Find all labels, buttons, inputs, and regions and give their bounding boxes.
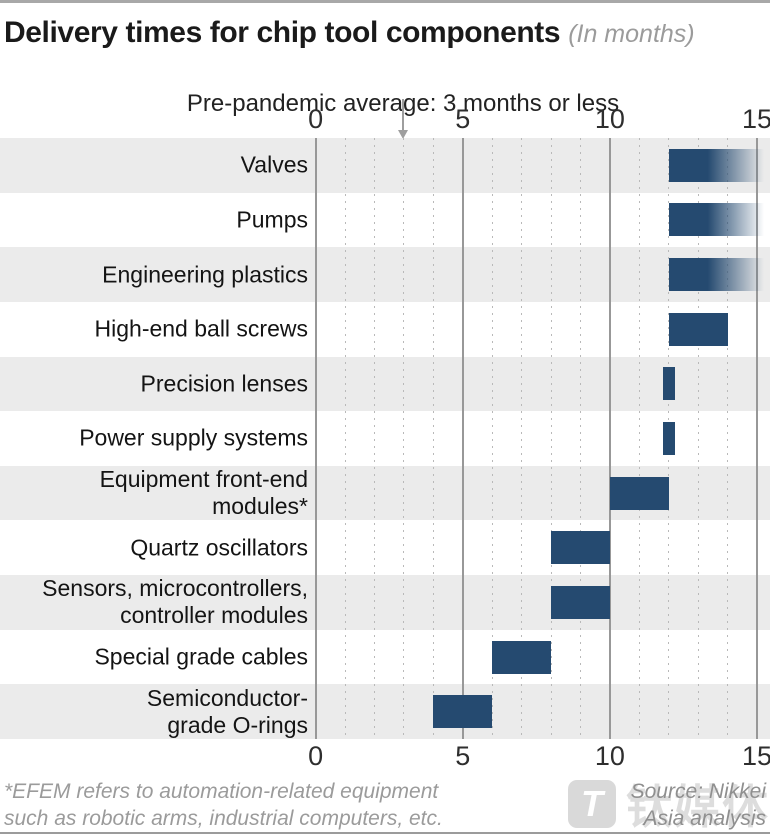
major-gridline [756, 138, 758, 739]
range-bar [668, 258, 766, 292]
range-bar [668, 312, 728, 346]
category-row: Valves [0, 138, 770, 193]
category-label: Pumps [236, 206, 308, 233]
minor-gridline [579, 138, 581, 739]
axis-tick-label: 15 [741, 741, 770, 771]
category-label: High-end ball screws [94, 315, 308, 342]
range-bar [668, 203, 766, 237]
major-gridline [608, 138, 611, 739]
title-units-note: (In months) [568, 20, 695, 48]
category-label: Valves [240, 151, 308, 178]
footnote: *EFEM refers to automation-related equip… [4, 780, 443, 830]
category-row: Power supply systems [0, 411, 770, 466]
axis-tick-label: 15 [741, 104, 770, 134]
range-bar [551, 531, 610, 565]
range-bar [662, 422, 675, 455]
major-gridline [461, 138, 464, 739]
category-label: Precision lenses [140, 370, 308, 397]
category-label: Semiconductor- grade O-rings [146, 684, 308, 738]
minor-gridline [432, 138, 434, 739]
page-title: Delivery times for chip tool components [4, 16, 561, 49]
minor-gridline [638, 138, 640, 739]
category-label: Special grade cables [94, 643, 308, 670]
minor-gridline [697, 138, 699, 739]
category-label: Quartz oscillators [130, 534, 308, 561]
category-row: Sensors, microcontrollers, controller mo… [0, 575, 770, 630]
top-border-rule [0, 0, 770, 3]
annotation-arrow-icon [398, 130, 408, 139]
minor-gridline [521, 138, 523, 739]
minor-gridline [727, 138, 729, 739]
range-bar [668, 148, 766, 182]
category-row: Semiconductor- grade O-rings [0, 684, 770, 739]
category-label: Sensors, microcontrollers, controller mo… [42, 575, 308, 629]
minor-gridline [491, 138, 493, 739]
category-row: High-end ball screws [0, 302, 770, 357]
major-gridline [314, 138, 317, 739]
minor-gridline [344, 138, 346, 739]
range-bar [551, 585, 610, 619]
category-row: Quartz oscillators [0, 520, 770, 575]
minor-gridline [550, 138, 552, 739]
category-row: Pumps [0, 193, 770, 248]
minor-gridline [374, 138, 376, 739]
axis-tick-label: 0 [308, 741, 324, 771]
range-bar [609, 476, 669, 510]
category-label: Power supply systems [79, 424, 308, 451]
axis-tick-label: 0 [308, 104, 324, 134]
annotation-arrow-line [402, 99, 404, 131]
range-bar-chart: Valves Pumps Engineering plastics High-end … [0, 138, 770, 739]
range-bar [492, 640, 552, 674]
bottom-border-rule [0, 832, 770, 834]
category-row: Precision lenses [0, 356, 770, 412]
category-label: Equipment front-end modules* [99, 466, 308, 520]
range-bar [433, 695, 493, 729]
category-row: Engineering plastics [0, 247, 770, 302]
source-credit: Source: Nikkei Asia analysis [630, 780, 766, 830]
range-bar [662, 367, 675, 401]
minor-gridline [403, 138, 405, 739]
chart-header: Delivery times for chip tool components(… [4, 16, 766, 50]
axis-tick-label: 10 [594, 741, 625, 771]
axis-tick-label: 5 [455, 741, 471, 771]
category-label: Engineering plastics [102, 261, 308, 288]
category-row: Special grade cables [0, 630, 770, 685]
tmtpost-logo-icon: T [568, 780, 616, 828]
axis-tick-label: 5 [455, 104, 471, 134]
axis-tick-label: 10 [594, 104, 625, 134]
